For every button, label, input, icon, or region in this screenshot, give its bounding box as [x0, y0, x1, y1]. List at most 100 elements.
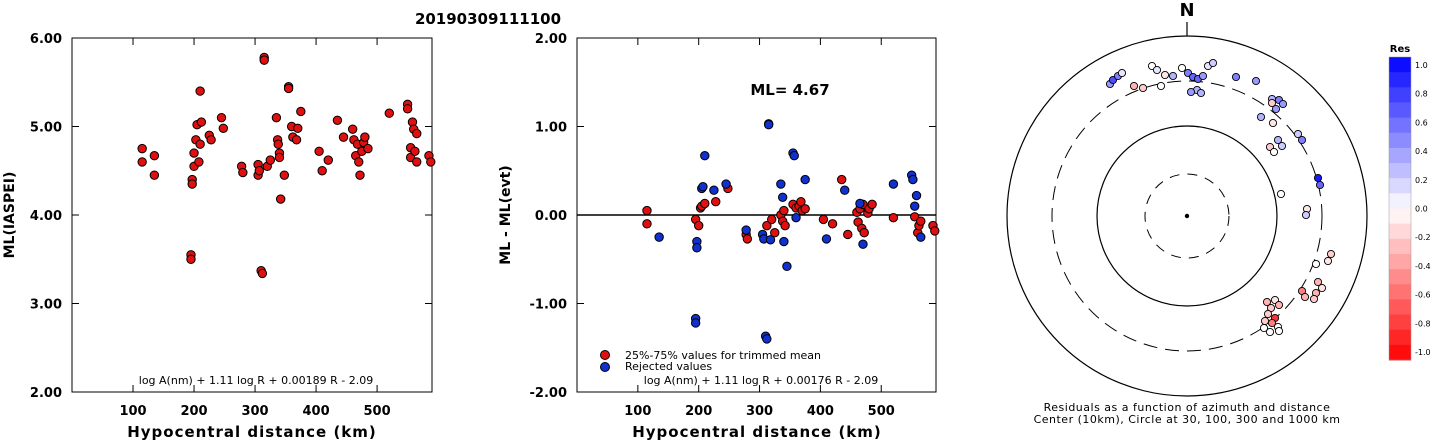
x-tick-label: 500: [868, 404, 895, 419]
polar-points: [1105, 58, 1336, 337]
y-tick-label: 0.00: [535, 209, 567, 224]
station-residual-marker: [1274, 300, 1284, 310]
station-residual-marker: [1198, 71, 1208, 81]
data-point: [363, 143, 373, 154]
station-residual-marker: [1262, 297, 1272, 307]
colorbar-cell: [1389, 329, 1411, 346]
data-point: [360, 132, 370, 142]
colorbar-label: -0.8: [1415, 319, 1431, 328]
colorbar-cell: [1389, 72, 1411, 88]
colorbar-border: [1388, 56, 1412, 361]
x-tick-label: 200: [685, 404, 712, 419]
data-point: [274, 152, 285, 163]
rejected-point: [791, 212, 801, 223]
data-point: [296, 106, 306, 117]
rejected-point: [855, 198, 865, 209]
data-point: [206, 135, 216, 145]
data-point: [271, 112, 282, 123]
left-panel: ML(IASPEI) Hypocentral distance (km) log…: [2, 32, 436, 441]
colorbar-cell: [1389, 344, 1411, 361]
station-residual-marker: [1267, 318, 1277, 328]
legend-rejected-marker: [600, 362, 610, 372]
station-residual-marker: [1259, 323, 1269, 333]
station-residual-marker: [1301, 210, 1311, 220]
rejected-point: [821, 234, 832, 244]
rejected-point: [709, 185, 719, 195]
rejected-point: [840, 185, 850, 195]
data-point: [283, 83, 294, 94]
station-residual-marker: [1186, 87, 1196, 97]
rejected-point: [698, 181, 708, 192]
data-point: [187, 179, 197, 189]
data-point: [426, 157, 436, 167]
data-point: [693, 220, 704, 231]
left-points: [137, 52, 436, 279]
y-tick-label: 6.00: [30, 32, 62, 47]
station-residual-marker: [1160, 70, 1170, 80]
polar-circle-30: [1144, 173, 1230, 259]
polar-caption-2: Center (10km), Circle at 30, 100, 300 an…: [1034, 413, 1341, 426]
station-residual-marker: [1260, 316, 1270, 326]
colorbar-cell: [1389, 269, 1411, 285]
station-residual-marker: [1311, 259, 1321, 269]
colorbar-label: 0.6: [1415, 118, 1428, 127]
colorbar-cell: [1389, 208, 1411, 225]
rejected-point: [910, 201, 920, 211]
data-point: [642, 219, 652, 229]
station-residual-marker: [1326, 249, 1336, 259]
x-tick-label: 100: [119, 404, 146, 419]
data-point: [216, 112, 227, 123]
rejected-point: [692, 243, 702, 253]
data-point: [843, 229, 853, 240]
legend-used-label: 25%-75% values for trimmed mean: [625, 349, 821, 362]
data-point: [257, 268, 268, 279]
colorbar-title: Res: [1390, 44, 1410, 55]
data-point: [293, 123, 303, 133]
x-tick-label: 200: [180, 404, 207, 419]
middle-panel: ML - ML(evt) Hypocentral distance (km) M…: [498, 32, 940, 441]
middle-points: [642, 119, 940, 344]
data-point: [332, 115, 343, 126]
rejected-point: [888, 179, 899, 189]
north-label: N: [1179, 0, 1194, 21]
polar-circle-100: [1096, 125, 1278, 307]
data-point: [196, 117, 207, 127]
colorbar-cell: [1389, 299, 1411, 316]
rejected-point: [700, 151, 710, 161]
data-point: [800, 204, 810, 214]
colorbar-cell: [1389, 57, 1411, 73]
station-residual-marker: [1293, 129, 1303, 139]
colorbar-label: -1.0: [1415, 348, 1431, 357]
data-point: [384, 108, 394, 118]
data-point: [149, 151, 160, 161]
station-residual-marker: [1317, 283, 1327, 293]
station-residual-marker: [1313, 173, 1323, 183]
data-point: [859, 228, 869, 238]
station-residual-marker: [1263, 309, 1273, 319]
data-point: [259, 55, 269, 65]
station-residual-marker: [1196, 88, 1206, 98]
colorbar-label: 0.4: [1415, 147, 1428, 156]
data-point: [137, 157, 147, 167]
left-formula: log A(nm) + 1.11 log R + 0.00189 R - 2.0…: [139, 374, 373, 387]
data-point: [323, 155, 333, 165]
polar-circle-300: [1051, 80, 1323, 352]
rejected-point: [654, 232, 664, 242]
y-tick-label: 3.00: [30, 298, 62, 313]
y-tick-label: 1.00: [535, 121, 567, 136]
data-point: [930, 226, 940, 236]
station-residual-marker: [1278, 99, 1288, 109]
data-point: [762, 220, 772, 231]
data-point: [195, 86, 205, 96]
station-residual-marker: [1231, 72, 1241, 82]
colorbar-label: 0.8: [1415, 90, 1428, 99]
station-residual-marker: [1117, 68, 1127, 78]
polar-center: [1184, 213, 1190, 219]
middle-yticks: 2.00 1.00 0.00 -1.00 -2.00: [530, 32, 936, 401]
data-point: [279, 170, 290, 180]
data-point: [149, 170, 160, 180]
colorbar-cell: [1389, 163, 1411, 179]
rejected-point: [765, 235, 776, 245]
station-residual-marker: [1300, 292, 1310, 302]
